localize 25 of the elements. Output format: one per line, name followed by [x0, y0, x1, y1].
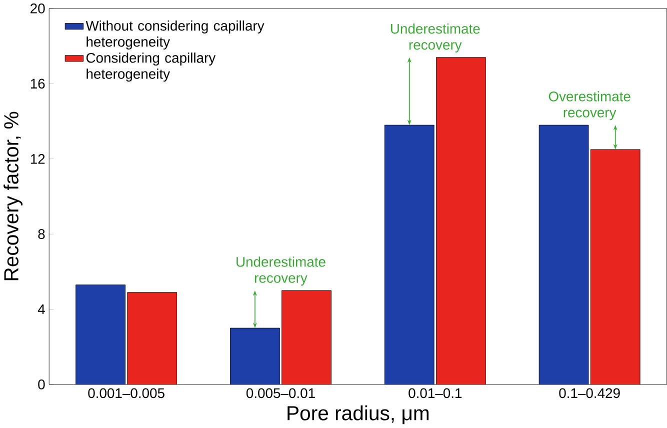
bar [436, 57, 486, 385]
y-tick-label: 12 [30, 154, 45, 164]
x-axis-title: Pore radius, μm [288, 406, 429, 424]
bar [76, 284, 126, 385]
annotation: Underestimate recovery [236, 256, 326, 286]
bar [538, 124, 589, 385]
legend-label: Considering capillary heterogeneity [86, 52, 216, 82]
x-tick-label: 0.005–0.01 [246, 388, 315, 398]
x-tick-label: 0.01–0.1 [408, 388, 462, 398]
annotation: Overestimate recovery [548, 91, 630, 120]
y-tick-label: 8 [38, 229, 45, 240]
bar [384, 124, 434, 385]
bar [282, 290, 332, 385]
bar [590, 149, 640, 385]
annotation: Underestimate recovery [390, 24, 480, 53]
y-tick-label: 20 [30, 4, 45, 14]
y-tick-label: 16 [30, 78, 45, 89]
y-axis-title: Recovery factor, % [4, 112, 22, 280]
bar [230, 328, 280, 385]
x-tick-label: 0.001–0.005 [88, 388, 164, 398]
bar [127, 292, 178, 385]
y-tick-label: 0 [38, 380, 45, 390]
y-tick-label: 4 [38, 304, 45, 314]
legend-label: Without considering capillary heterogeneity [86, 20, 264, 50]
x-tick-label: 0.1–0.429 [559, 388, 620, 398]
